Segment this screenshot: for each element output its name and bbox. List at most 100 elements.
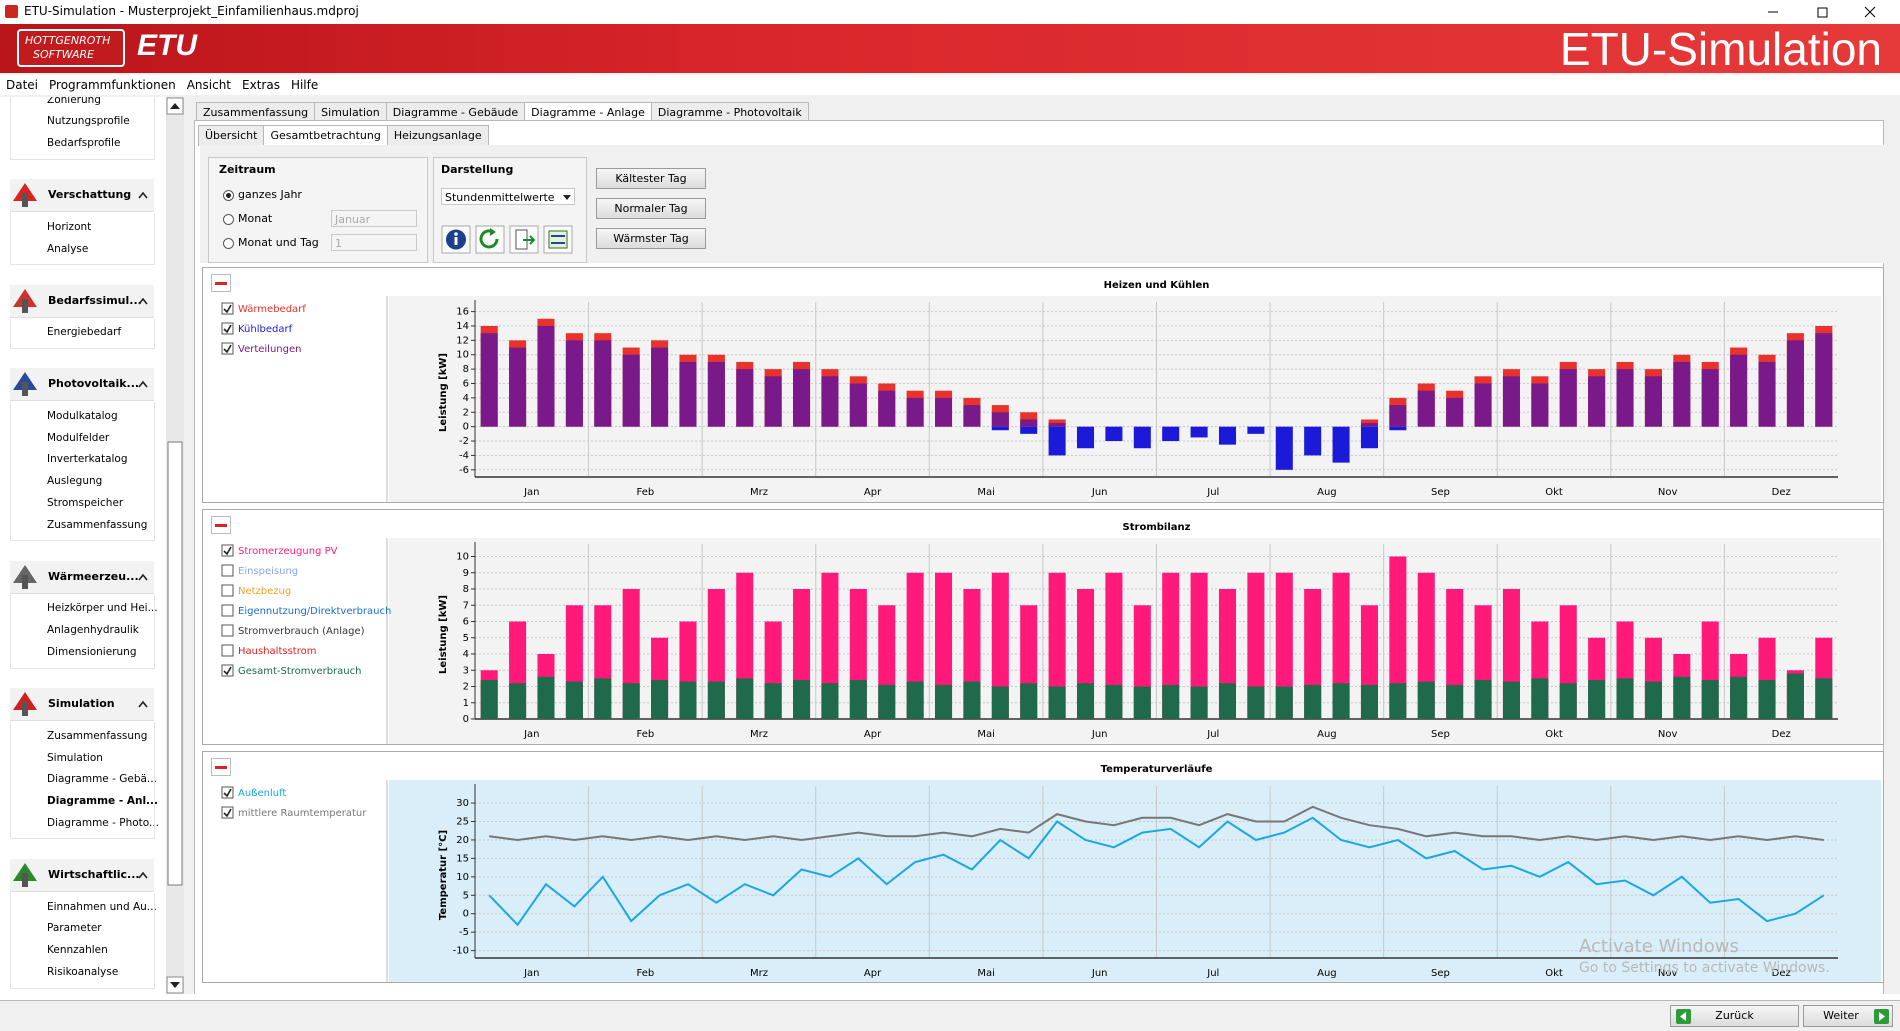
month-select: Januar: [331, 210, 417, 227]
legend-label: Gesamt-Stromverbrauch: [238, 666, 361, 677]
radio-button[interactable]: [223, 190, 234, 201]
x-tick-label: Okt: [1545, 729, 1563, 740]
section-border: [10, 213, 155, 265]
radio-button[interactable]: [223, 238, 234, 249]
back-button[interactable]: Zurück: [1670, 1005, 1799, 1027]
y-tick-label: -5: [459, 927, 469, 938]
bar: [992, 412, 1009, 426]
y-tick-label: 4: [463, 649, 469, 660]
next-button[interactable]: Weiter: [1803, 1005, 1893, 1027]
bar: [481, 680, 498, 719]
section-header[interactable]: Photovoltaik...: [10, 368, 154, 401]
window-controls[interactable]: [1760, 0, 1900, 24]
menu-item[interactable]: Programmfunktionen: [49, 75, 176, 95]
section-header[interactable]: Wirtschaftlic...: [10, 859, 154, 892]
menu-item[interactable]: Ansicht: [187, 75, 231, 95]
radio-option[interactable]: Monat und Tag: [223, 236, 319, 249]
y-tick-label: 6: [463, 379, 469, 390]
bar: [1049, 687, 1066, 720]
bar: [1702, 680, 1719, 719]
radio-option[interactable]: ganzes Jahr: [223, 188, 302, 201]
bar: [623, 683, 640, 719]
x-tick-label: Mai: [977, 968, 995, 979]
bar: [594, 340, 611, 426]
legend-checkbox[interactable]: [222, 645, 233, 656]
x-tick-label: Apr: [864, 968, 882, 979]
bar: [793, 369, 810, 427]
x-tick-label: Sep: [1431, 729, 1450, 740]
scroll-thumb[interactable]: [168, 442, 182, 885]
collapse-icon[interactable]: [138, 871, 148, 879]
bar: [594, 678, 611, 719]
restore[interactable]: [1818, 8, 1827, 17]
bar: [1531, 384, 1548, 427]
bar: [1531, 678, 1548, 719]
close[interactable]: [1865, 7, 1875, 17]
legend-checkbox[interactable]: [222, 585, 233, 596]
section-border: [10, 893, 155, 989]
section-header[interactable]: Simulation: [10, 688, 154, 721]
radio-button[interactable]: [223, 214, 234, 225]
subtab[interactable]: Heizungsanlage: [387, 125, 489, 146]
section-border: [10, 595, 155, 669]
bar: [935, 685, 952, 719]
radio-option[interactable]: Monat: [223, 212, 272, 225]
bar: [1304, 427, 1321, 456]
subtab[interactable]: Übersicht: [198, 125, 264, 146]
day-button[interactable]: Normaler Tag: [596, 198, 706, 219]
x-tick-label: Sep: [1431, 487, 1450, 498]
section-title: Wirtschaftlic...: [48, 868, 140, 881]
y-tick-label: 6: [463, 617, 469, 628]
bar: [1219, 427, 1236, 445]
y-tick-label: -2: [459, 436, 469, 447]
bar: [679, 682, 696, 719]
display-select[interactable]: Stundenmittelwerte: [441, 188, 575, 205]
next-label: Weiter: [1823, 1009, 1859, 1022]
plot-background: [389, 780, 1881, 982]
chevron: [139, 299, 147, 304]
bar: [1389, 405, 1406, 427]
legend-label: Wärmebedarf: [238, 304, 306, 315]
y-tick-label: 5: [463, 890, 469, 901]
day-button[interactable]: Kältester Tag: [596, 168, 706, 189]
collapse-icon[interactable]: [138, 380, 148, 388]
bar: [1560, 369, 1577, 427]
bar: [1020, 419, 1037, 426]
collapse-icon[interactable]: [138, 700, 148, 708]
logo: HOTTGENROTH SOFTWARE: [17, 29, 125, 67]
menu-item[interactable]: Hilfe: [291, 75, 318, 95]
y-tick-label: 16: [456, 307, 469, 318]
logo-brand: ETU: [137, 29, 197, 63]
collapse-icon[interactable]: [138, 191, 148, 199]
collapse-icon[interactable]: [138, 573, 148, 581]
bar: [1333, 427, 1350, 463]
legend-label: Kühlbedarf: [238, 324, 293, 335]
chart-title: Temperaturverläufe: [1101, 764, 1213, 775]
section-header[interactable]: Wärmeerzeu...: [10, 561, 154, 594]
sidebar-scrollbar[interactable]: [166, 97, 184, 994]
menu-bar: Datei Programmfunktionen Ansicht Extras Hilf…: [0, 75, 1900, 95]
bar: [963, 405, 980, 427]
menu-item[interactable]: Extras: [242, 75, 280, 95]
bar: [1446, 398, 1463, 427]
y-tick-label: 7: [463, 600, 469, 611]
section-header[interactable]: Verschattung: [10, 179, 154, 212]
bar: [509, 683, 526, 719]
bar: [708, 682, 725, 719]
footer-bar: Zurück Weiter: [0, 1000, 1900, 1031]
bar: [907, 398, 924, 427]
day-button[interactable]: Wärmster Tag: [596, 228, 706, 249]
menu-item[interactable]: Datei: [6, 75, 38, 95]
banner: HOTTGENROTH SOFTWARE ETU ETU-Simulation: [0, 24, 1900, 73]
legend-checkbox[interactable]: [222, 565, 233, 576]
legend-checkbox[interactable]: [222, 625, 233, 636]
y-tick-label: 3: [463, 665, 469, 676]
icon-shape: [22, 299, 28, 313]
section-header[interactable]: Bedarfssimul...: [10, 285, 154, 318]
legend-checkbox[interactable]: [222, 605, 233, 616]
bar: [1276, 427, 1293, 470]
bar: [1361, 423, 1378, 427]
collapse-icon[interactable]: [138, 297, 148, 305]
y-tick-label: 10: [456, 872, 469, 883]
